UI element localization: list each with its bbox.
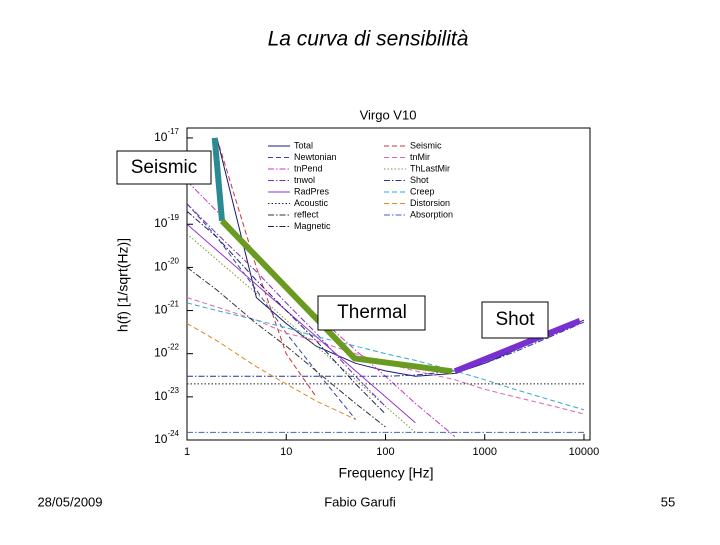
annotation-line [453, 318, 582, 375]
annotation-box [317, 295, 426, 331]
series-line [187, 203, 386, 407]
annotation-box [481, 301, 549, 339]
y-tick-label: 10-23 [154, 386, 179, 403]
legend-label: tnwol [294, 175, 315, 185]
y-tick-label: 10-20 [154, 257, 179, 274]
x-tick-label: 10 [280, 446, 292, 458]
legend-label: ThLastMir [410, 163, 450, 173]
annotation-box [116, 150, 212, 185]
legend-label: Creep [410, 186, 435, 196]
annotation-lines [211, 137, 582, 375]
legend-label: Acoustic [294, 198, 329, 208]
annotation-label: Seismic [131, 157, 198, 178]
x-axis-label: Frequency [Hz] [339, 465, 434, 481]
y-tick-label: 10-24 [154, 429, 179, 446]
annotation-label: Shot [495, 309, 535, 330]
series-line [187, 321, 585, 377]
legend: Total Seismic Newtonian tnMir tnPend ThLastMi… [268, 139, 453, 235]
legend-label: tnMir [410, 152, 430, 162]
legend-label: Distorsion [410, 198, 450, 208]
footer-date: 28/05/2009 [37, 494, 102, 509]
legend-label: Shot [410, 175, 429, 185]
legend-label: Newtonian [294, 152, 337, 162]
footer-author: Fabio Garufi [324, 494, 396, 509]
page-number: 55 [661, 494, 675, 509]
legend-label: RadPres [294, 186, 330, 196]
x-tick-label: 10000 [569, 446, 600, 458]
x-tick-label: 1000 [472, 446, 496, 458]
y-tick-label: 10-21 [154, 300, 179, 317]
series-line [187, 223, 416, 424]
legend-label: Absorption [410, 209, 453, 219]
series-line [187, 210, 386, 415]
annotation-line [219, 218, 453, 375]
y-tick-label: 10-19 [154, 213, 179, 230]
legend-label: Seismic [410, 140, 442, 150]
series-line [187, 203, 356, 420]
annotation-label: Thermal [337, 302, 407, 323]
y-tick-label: 10-17 [154, 127, 179, 144]
legend-label: tnPend [294, 163, 323, 173]
series-line [187, 302, 585, 411]
x-tick-label: 100 [376, 446, 394, 458]
legend-label: reflect [294, 209, 319, 219]
y-axis-label: h(f) [1/sqrt(Hz)] [115, 238, 131, 332]
legend-label: Magnetic [294, 221, 331, 231]
slide-title: La curva di sensibilità [268, 28, 469, 51]
chart-title: Virgo V10 [360, 107, 417, 122]
legend-label: Total [294, 140, 313, 150]
legend-box [268, 139, 440, 235]
series-line [216, 137, 317, 398]
x-tick-label: 1 [184, 446, 190, 458]
annotation-line [211, 137, 225, 222]
series-line [187, 267, 386, 428]
y-tick-label: 10-22 [154, 343, 179, 360]
series-line [187, 323, 356, 420]
